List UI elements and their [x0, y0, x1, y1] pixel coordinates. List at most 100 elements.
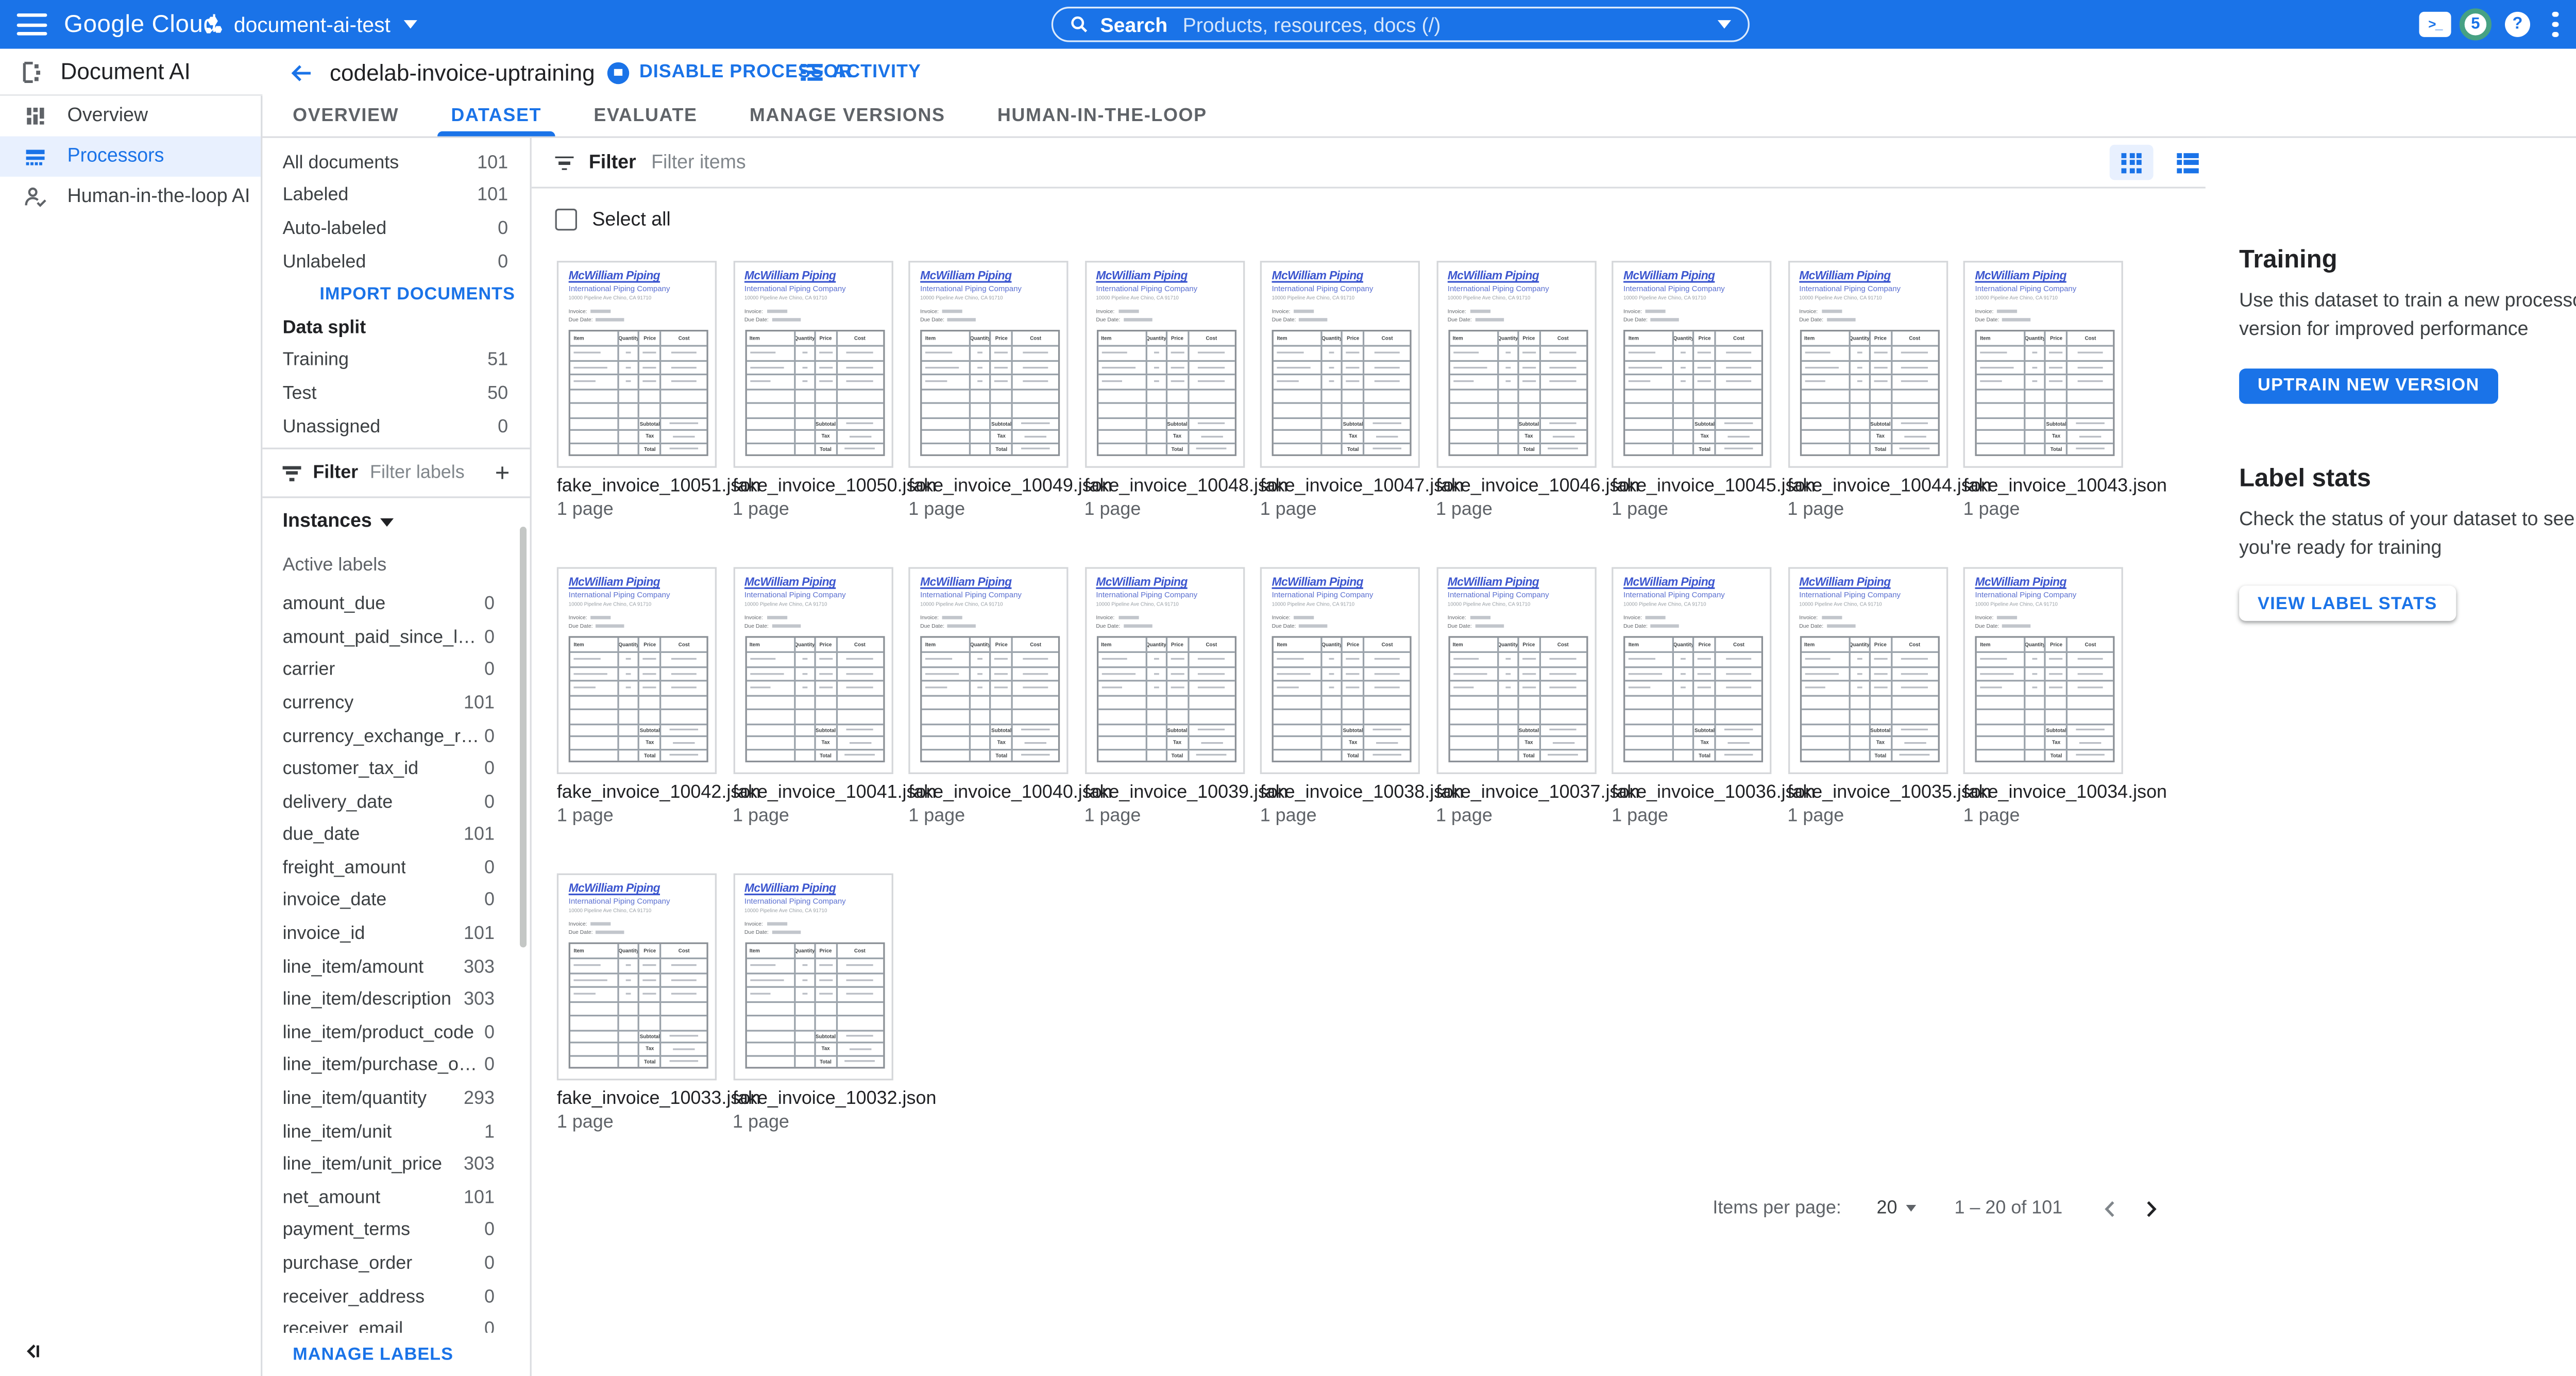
- label-row[interactable]: amount_due 0: [262, 588, 530, 621]
- help-button[interactable]: ?: [2505, 0, 2531, 49]
- label-row[interactable]: amount_paid_since_last_i... 0: [262, 621, 530, 654]
- tab-overview[interactable]: OVERVIEW: [279, 96, 412, 136]
- tab-manage-versions[interactable]: MANAGE VERSIONS: [736, 96, 959, 136]
- overflow-menu-button[interactable]: [2552, 0, 2558, 49]
- document-card[interactable]: McWilliam Piping International Piping Co…: [556, 873, 761, 1133]
- due-date-label: Due Date:: [1272, 316, 1296, 323]
- document-card[interactable]: McWilliam Piping International Piping Co…: [556, 261, 760, 520]
- document-card[interactable]: McWilliam Piping International Piping Co…: [1435, 261, 1639, 520]
- document-card[interactable]: McWilliam Piping International Piping Co…: [1084, 261, 1288, 520]
- label-row[interactable]: payment_terms 0: [262, 1214, 530, 1247]
- label-row[interactable]: invoice_date 0: [262, 885, 530, 918]
- document-card[interactable]: McWilliam Piping International Piping Co…: [733, 567, 936, 826]
- collapse-sidebar-icon[interactable]: [20, 1339, 44, 1363]
- document-card[interactable]: McWilliam Piping International Piping Co…: [1963, 261, 2167, 520]
- document-card[interactable]: McWilliam Piping International Piping Co…: [1963, 567, 2167, 826]
- invoice-address: 10000 Pipeline Ave Chino, CA 91710: [1272, 294, 1355, 301]
- activity-button[interactable]: ACTIVITY: [801, 49, 921, 96]
- search-expand-caret-icon[interactable]: [1717, 20, 1732, 29]
- tab-evaluate[interactable]: EVALUATE: [580, 96, 711, 136]
- document-card[interactable]: McWilliam Piping International Piping Co…: [733, 261, 936, 520]
- document-card[interactable]: McWilliam Piping International Piping Co…: [733, 873, 936, 1133]
- tab-dataset[interactable]: DATASET: [437, 96, 555, 137]
- grid-view-button[interactable]: [2109, 144, 2154, 180]
- list-view-button[interactable]: [2165, 145, 2209, 180]
- col-price: Price: [2046, 637, 2068, 651]
- label-row[interactable]: line_item/quantity 293: [262, 1082, 530, 1115]
- disable-icon: [607, 61, 630, 83]
- select-all-checkbox[interactable]: [555, 208, 578, 231]
- google-cloud-logo[interactable]: Google Cloud: [64, 0, 217, 49]
- label-row[interactable]: invoice_id 101: [262, 918, 530, 951]
- document-card[interactable]: McWilliam Piping International Piping Co…: [1787, 261, 1991, 520]
- filter-items-input[interactable]: Filter items: [651, 153, 746, 174]
- next-page-button[interactable]: [2130, 1188, 2170, 1228]
- tab-human-in-the-loop[interactable]: HUMAN-IN-THE-LOOP: [984, 96, 1221, 136]
- sidebar-item-hitl[interactable]: Human-in-the-loop AI: [0, 177, 261, 217]
- label-row[interactable]: currency_exchange_rate 0: [262, 720, 530, 753]
- hamburger-menu-icon[interactable]: [16, 13, 47, 36]
- col-item: Item: [1274, 637, 1323, 651]
- stat-unlabeled[interactable]: Unlabeled 0: [262, 245, 530, 278]
- instances-dropdown[interactable]: Instances: [262, 504, 530, 541]
- document-card[interactable]: McWilliam Piping International Piping Co…: [1260, 261, 1464, 520]
- label-row[interactable]: line_item/unit 1: [262, 1115, 530, 1148]
- add-label-icon[interactable]: +: [495, 459, 510, 488]
- label-row[interactable]: delivery_date 0: [262, 786, 530, 819]
- label-list-scrollbar[interactable]: [519, 527, 527, 948]
- stat-labeled[interactable]: Labeled 101: [262, 179, 530, 212]
- label-row[interactable]: purchase_order 0: [262, 1247, 530, 1280]
- document-card[interactable]: McWilliam Piping International Piping Co…: [1612, 261, 1816, 520]
- sidebar-item-overview[interactable]: Overview: [0, 96, 261, 136]
- label-row[interactable]: net_amount 101: [262, 1181, 530, 1214]
- label-row[interactable]: receiver_address 0: [262, 1280, 530, 1313]
- label-row[interactable]: due_date 101: [262, 819, 530, 852]
- manage-labels-button[interactable]: MANAGE LABELS: [262, 1333, 530, 1376]
- back-button[interactable]: [286, 57, 316, 88]
- subtotal-label: Subtotal: [991, 418, 1013, 429]
- label-row[interactable]: line_item/product_code 0: [262, 1016, 530, 1049]
- document-card[interactable]: McWilliam Piping International Piping Co…: [908, 261, 1112, 520]
- label-row[interactable]: line_item/amount 303: [262, 950, 530, 983]
- label-row[interactable]: line_item/purchase_order 0: [262, 1049, 530, 1082]
- document-card[interactable]: McWilliam Piping International Piping Co…: [1787, 567, 1991, 826]
- invoice-company: McWilliam Piping: [920, 577, 1012, 589]
- document-card[interactable]: McWilliam Piping International Piping Co…: [1612, 567, 1816, 826]
- invoice-company: McWilliam Piping: [1623, 577, 1715, 589]
- document-card[interactable]: McWilliam Piping International Piping Co…: [1435, 567, 1639, 826]
- split-test[interactable]: Test 50: [262, 377, 530, 410]
- stat-auto-labeled[interactable]: Auto-labeled 0: [262, 212, 530, 245]
- label-row[interactable]: currency 101: [262, 687, 530, 720]
- cloud-shell-button[interactable]: >_: [2419, 0, 2451, 49]
- notifications-button[interactable]: 5: [2459, 0, 2492, 49]
- document-card[interactable]: McWilliam Piping International Piping Co…: [908, 567, 1112, 826]
- col-price: Price: [1167, 331, 1189, 345]
- project-selector[interactable]: document-ai-test: [204, 0, 418, 49]
- document-file-name: fake_invoice_10033.json: [556, 1088, 761, 1109]
- invoice-table: Item Quantity Price Cost Subtotal Tax To…: [1272, 636, 1412, 763]
- label-row[interactable]: freight_amount 0: [262, 852, 530, 885]
- page-title: codelab-invoice-uptraining: [330, 59, 595, 85]
- sidebar-item-processors[interactable]: Processors: [0, 136, 261, 177]
- subtotal-label: Subtotal: [816, 724, 838, 735]
- search-bar[interactable]: Search Products, resources, docs (/): [1051, 7, 1750, 42]
- label-row[interactable]: customer_tax_id 0: [262, 753, 530, 786]
- document-card[interactable]: McWilliam Piping International Piping Co…: [1260, 567, 1464, 826]
- import-documents-button[interactable]: IMPORT DOCUMENTS: [319, 284, 515, 305]
- split-unassigned[interactable]: Unassigned 0: [262, 410, 530, 443]
- label-row[interactable]: line_item/description 303: [262, 983, 530, 1016]
- label-row[interactable]: line_item/unit_price 303: [262, 1148, 530, 1181]
- invoice-address: 10000 Pipeline Ave Chino, CA 91710: [744, 294, 827, 301]
- page-size-select[interactable]: 20: [1877, 1198, 1916, 1218]
- split-training[interactable]: Training 51: [262, 344, 530, 377]
- document-card[interactable]: McWilliam Piping International Piping Co…: [1084, 567, 1288, 826]
- label-row[interactable]: carrier 0: [262, 654, 530, 687]
- due-date-label: Due Date:: [1799, 623, 1824, 630]
- view-label-stats-button[interactable]: VIEW LABEL STATS: [2239, 585, 2456, 621]
- previous-page-button[interactable]: [2090, 1188, 2130, 1228]
- filter-labels-input[interactable]: Filter labels: [370, 463, 465, 484]
- invoice-label: Invoice:: [1975, 308, 1994, 315]
- document-card[interactable]: McWilliam Piping International Piping Co…: [556, 567, 760, 826]
- stat-all-documents[interactable]: All documents 101: [262, 146, 530, 179]
- uptrain-new-version-button[interactable]: UPTRAIN NEW VERSION: [2239, 367, 2498, 404]
